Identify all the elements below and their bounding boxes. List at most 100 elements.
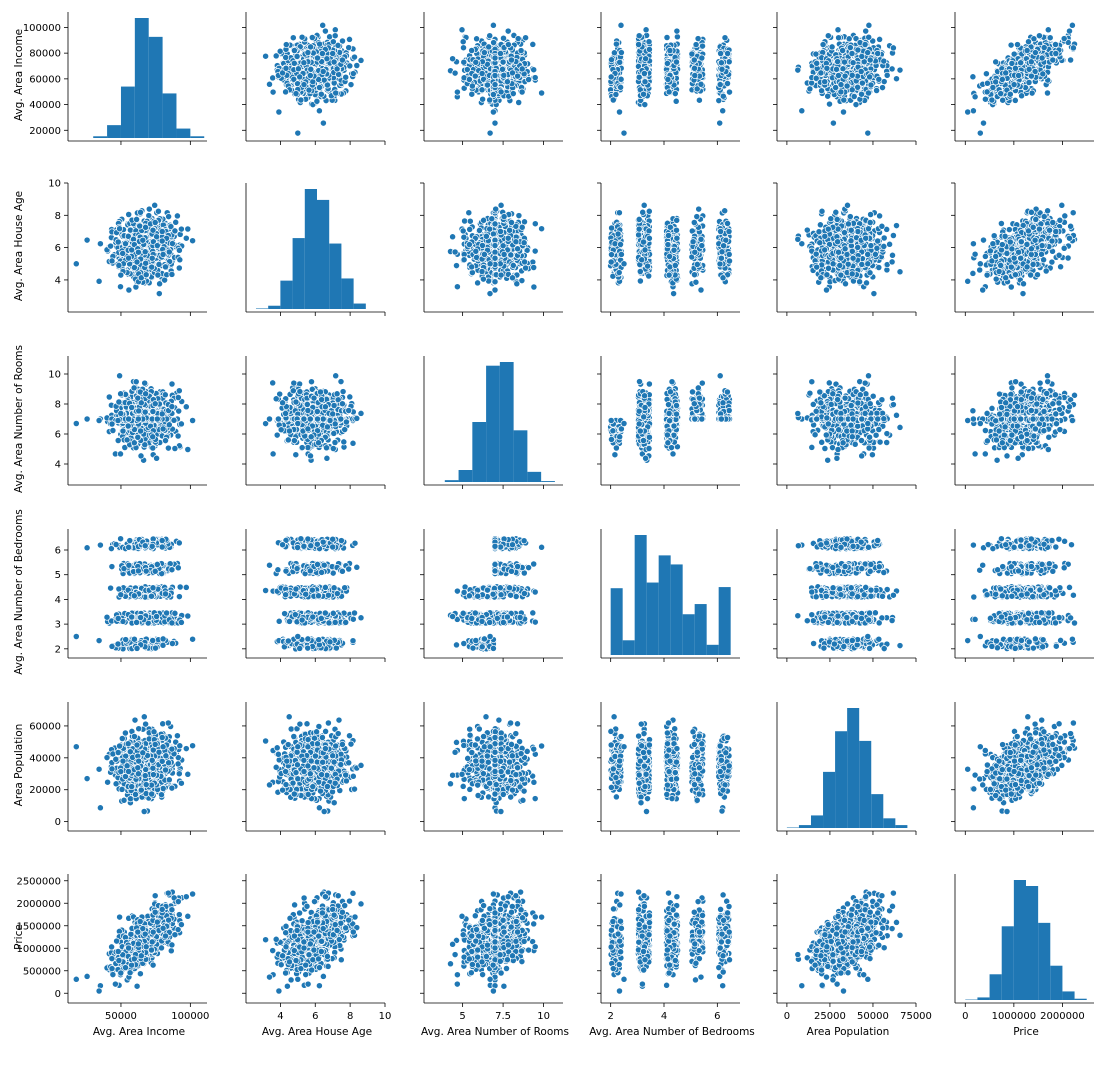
scatter-point [294,129,302,137]
scatter-point [848,50,856,57]
scatter-point [819,41,827,49]
scatter-point [465,75,473,83]
scatter-point [133,258,141,266]
scatter-point [1035,32,1043,40]
scatter-point [517,47,525,55]
scatter-point [491,72,499,79]
scatter-point [486,32,494,40]
scatter-point [1025,79,1033,86]
scatter-point [997,90,1005,98]
scatter-point [663,59,671,67]
scatter-point [307,65,315,73]
histogram-bar [162,93,177,138]
scatter-point [137,208,144,216]
scatter-point [850,93,858,100]
scatter-point [122,240,129,248]
scatter-point [485,43,493,51]
scatter-point [724,50,732,57]
scatter-point [300,81,308,89]
scatter-point [969,73,977,81]
scatter-point [858,52,866,60]
scatter-point [117,271,125,279]
scatter-point [153,242,161,250]
scatter-point [292,90,300,98]
scatter-point [1015,72,1023,79]
scatter-point [724,80,731,87]
scatter-point [666,47,674,54]
panel-avg-area-income-vs-avg-area-house-age [242,12,386,145]
scatter-point [1039,70,1047,78]
scatter-point [1018,92,1026,100]
scatter-point [665,88,673,96]
scatter-point [468,47,476,54]
y-tick-label: 60000 [29,74,61,85]
scatter-point [538,89,546,97]
scatter-point [296,73,304,81]
scatter-point [308,34,316,41]
scatter-point [992,78,1000,86]
scatter-point [478,268,486,275]
scatter-point [1025,65,1033,73]
scatter-point [980,119,987,127]
scatter-point [329,50,337,57]
scatter-point [1052,50,1060,57]
scatter-point [1044,26,1052,34]
scatter-point [476,226,483,234]
scatter-point [716,81,724,89]
scatter-point [491,278,499,286]
scatter-point [155,260,163,268]
scatter-point [468,269,476,277]
y-tick-label: 6 [55,243,61,254]
scatter-point [866,56,874,64]
scatter-point [514,72,522,80]
scatter-point [451,69,459,77]
scatter-point [663,34,671,41]
scatter-point [489,21,497,29]
scatter-point [484,81,491,89]
scatter-point [1011,64,1019,72]
scatter-point [841,58,848,66]
histogram-bar [107,125,121,138]
scatter-point [849,59,857,67]
scatter-point [837,88,845,96]
scatter-point [888,65,896,73]
scatter-point [489,108,497,116]
scatter-point [339,37,346,45]
scatter-point [821,78,829,86]
scatter-point [691,64,698,72]
scatter-point [332,89,340,97]
scatter-point [479,95,487,103]
scatter-point [617,21,625,29]
scatter-point [449,55,457,63]
scatter-point [151,201,159,209]
scatter-point [509,90,517,98]
scatter-point [189,237,197,245]
scatter-point [460,233,468,241]
scatter-point [353,62,361,69]
scatter-point [491,119,499,127]
scatter-point [1067,56,1075,64]
scatter-point [1023,47,1031,54]
scatter-point [835,72,842,79]
scatter-point [875,75,883,83]
scatter-point [839,47,847,54]
scatter-point [460,58,468,66]
scatter-point [466,225,474,233]
scatter-point [529,40,537,48]
y-tick-label: 10 [48,179,61,190]
scatter-point [812,50,820,58]
scatter-point [142,259,150,267]
scatter-point [499,65,506,73]
scatter-point [896,66,904,74]
scatter-point [139,236,147,244]
scatter-point [641,78,649,86]
scatter-point [148,263,156,271]
scatter-point [673,33,681,41]
scatter-point [823,64,831,72]
scatter-point [460,256,468,264]
scatter-point [862,27,870,35]
scatter-point [125,286,133,294]
scatter-point [156,280,164,288]
scatter-point [162,263,169,271]
scatter-point [664,75,672,83]
